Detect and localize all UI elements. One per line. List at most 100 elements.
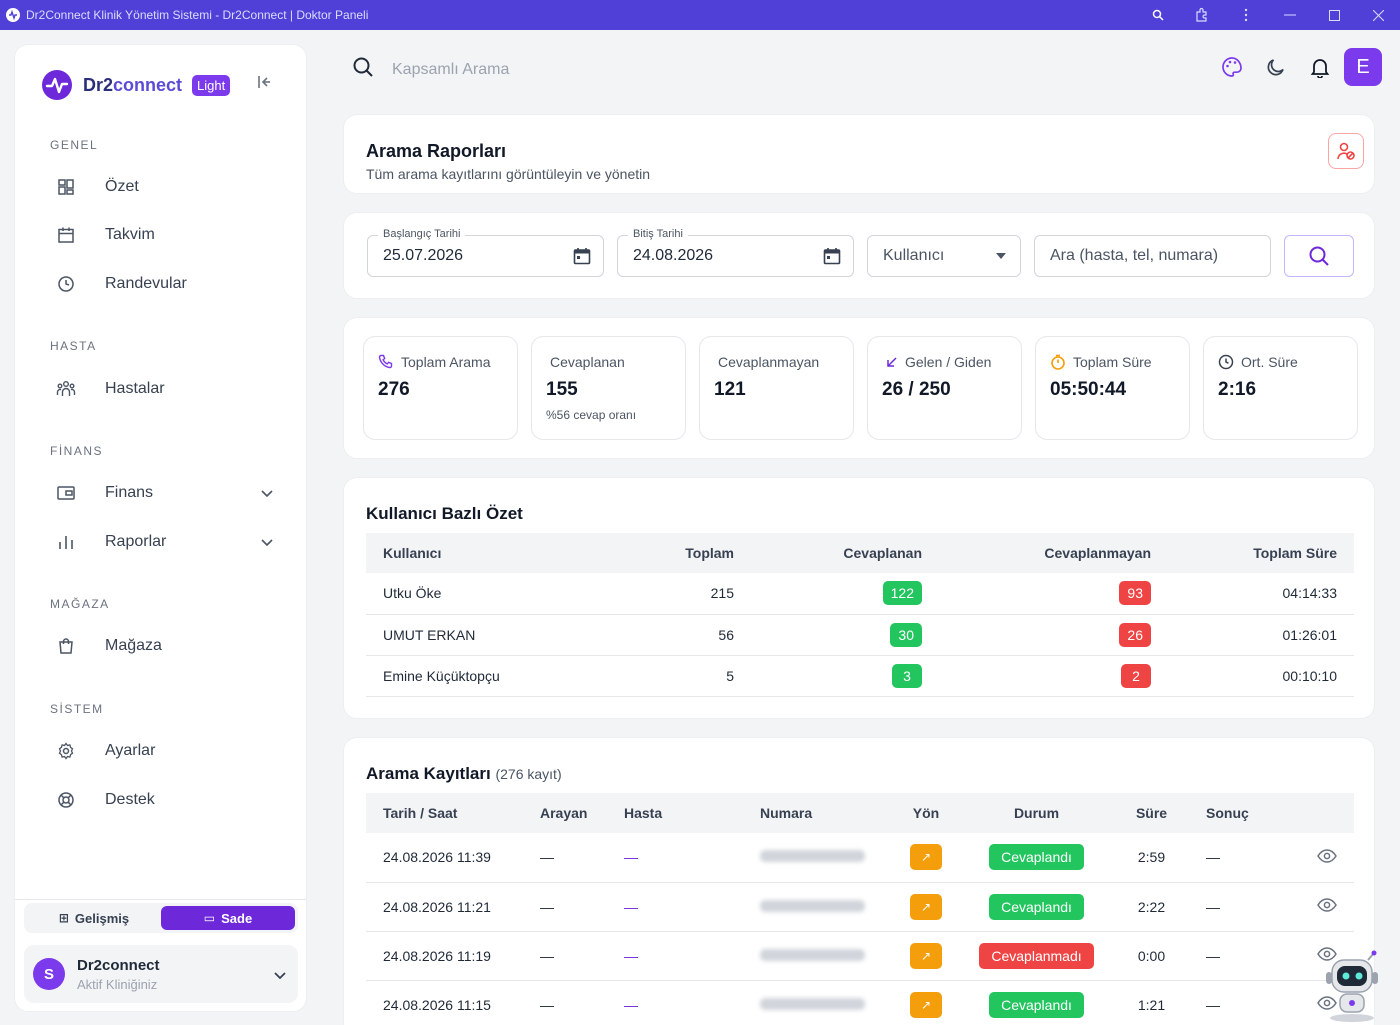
- sidebar-item-ayarlar[interactable]: Ayarlar: [45, 733, 285, 769]
- call-datetime: 24.08.2026 11:19: [366, 931, 523, 981]
- outgoing-call-icon: ↗: [910, 844, 942, 871]
- column-header[interactable]: Cevaplanan: [751, 533, 939, 573]
- divider: [15, 899, 306, 900]
- extensions-icon[interactable]: [1180, 0, 1224, 30]
- column-header-actions: [1265, 793, 1354, 833]
- outgoing-call-icon: ↗: [910, 893, 942, 920]
- moon-icon[interactable]: [1254, 48, 1298, 86]
- end-date-value: 24.08.2026: [633, 247, 714, 264]
- brand-badge: Light: [192, 74, 231, 96]
- eye-icon[interactable]: [1317, 848, 1337, 866]
- masked-phone-number: [760, 997, 865, 1010]
- records-search-input[interactable]: Ara (hasta, tel, numara): [1034, 235, 1271, 277]
- sidebar-item-hastalar[interactable]: Hastalar: [45, 371, 285, 407]
- patient-link[interactable]: —: [607, 980, 743, 1025]
- grid-icon: [55, 176, 77, 198]
- maximize-icon[interactable]: [1312, 0, 1356, 30]
- patient-link[interactable]: —: [607, 882, 743, 932]
- sidebar-item-randevular[interactable]: Randevular: [45, 266, 285, 302]
- stat-value: 276: [378, 379, 410, 400]
- stat-value: 05:50:44: [1050, 379, 1127, 400]
- assistant-robot-button[interactable]: [1318, 950, 1384, 1022]
- caller: —: [523, 931, 607, 981]
- answered-badge: 30: [890, 622, 922, 647]
- section-title-finans: FİNANS: [50, 444, 104, 458]
- records-search-placeholder: Ara (hasta, tel, numara): [1050, 247, 1219, 264]
- mode-toggle: ⊞ Gelişmiş ▭ Sade: [24, 903, 298, 933]
- section-title-sistem: SİSTEM: [50, 702, 104, 716]
- user-avatar[interactable]: E: [1344, 48, 1382, 86]
- arrow-down-left-icon: [886, 356, 898, 368]
- close-icon[interactable]: [1356, 0, 1400, 30]
- minimize-icon[interactable]: [1268, 0, 1312, 30]
- caller: —: [523, 882, 607, 932]
- column-header[interactable]: Numara: [743, 793, 893, 833]
- palette-icon[interactable]: [1210, 48, 1254, 86]
- sidebar-item-destek[interactable]: Destek: [45, 782, 285, 818]
- search-button[interactable]: [1284, 235, 1354, 277]
- chevron-down-icon[interactable]: [261, 485, 273, 503]
- bar-chart-icon: [55, 531, 77, 553]
- clinic-selector[interactable]: S Dr2connect Aktif Kliniğiniz: [24, 945, 298, 1003]
- stat-value: 121: [714, 379, 746, 400]
- column-header[interactable]: Yön: [893, 793, 959, 833]
- global-search[interactable]: Kapsamlı Arama: [352, 56, 509, 83]
- call-status-badge: Cevaplandı: [989, 844, 1084, 871]
- user-select[interactable]: Kullanıcı: [867, 235, 1021, 277]
- more-menu-icon[interactable]: [1224, 0, 1268, 30]
- chevron-down-icon[interactable]: [274, 967, 286, 985]
- chevron-down-icon[interactable]: [261, 534, 273, 552]
- eye-icon[interactable]: [1317, 996, 1337, 1013]
- clock-icon: [55, 273, 77, 295]
- column-header[interactable]: Tarih / Saat: [366, 793, 523, 833]
- column-header[interactable]: Kullanıcı: [366, 533, 596, 573]
- search-icon: [352, 56, 374, 83]
- calendar-icon[interactable]: [823, 247, 841, 270]
- end-date-field[interactable]: Bitiş Tarihi 24.08.2026: [617, 228, 854, 277]
- column-header[interactable]: Süre: [1114, 793, 1189, 833]
- sidebar-item-takvim[interactable]: Takvim: [45, 217, 285, 253]
- brand[interactable]: Dr2connect Light: [41, 69, 231, 101]
- patient-link[interactable]: —: [607, 833, 743, 883]
- eye-icon[interactable]: [1317, 947, 1337, 964]
- section-title-genel: GENEL: [50, 138, 99, 152]
- layout-icon: ⊞: [58, 911, 69, 925]
- column-header[interactable]: Durum: [959, 793, 1114, 833]
- column-header[interactable]: Cevaplanmayan: [939, 533, 1168, 573]
- filters-card: Başlangıç Tarihi 25.07.2026 Bitiş Tarihi…: [343, 212, 1375, 299]
- collapse-sidebar-icon[interactable]: [255, 73, 273, 96]
- section-title-hasta: HASTA: [50, 339, 97, 353]
- sidebar-item-finans[interactable]: Finans: [45, 475, 285, 511]
- call-result: —: [1189, 931, 1266, 981]
- clock-icon: [1218, 354, 1234, 370]
- sidebar-item-label: Destek: [105, 791, 155, 808]
- start-date-field[interactable]: Başlangıç Tarihi 25.07.2026: [367, 228, 604, 277]
- table-row: 24.08.2026 11:19— — ↗ Cevaplanmadı 0:00—: [366, 931, 1354, 981]
- sidebar-item-magaza[interactable]: Mağaza: [45, 628, 285, 664]
- sidebar-item-ozet[interactable]: Özet: [45, 169, 285, 205]
- eye-icon[interactable]: [1317, 898, 1337, 915]
- column-header[interactable]: Arayan: [523, 793, 607, 833]
- column-header[interactable]: Toplam: [596, 533, 751, 573]
- user-summary-table: Kullanıcı Toplam Cevaplanan Cevaplanmaya…: [366, 533, 1354, 697]
- call-records-table: Tarih / Saat Arayan Hasta Numara Yön Dur…: [366, 793, 1354, 1025]
- column-header[interactable]: Sonuç: [1189, 793, 1266, 833]
- stat-answered: Cevaplanan 155 %56 cevap oranı: [531, 336, 686, 440]
- zoom-icon[interactable]: [1136, 0, 1180, 30]
- call-duration: 0:00: [1114, 931, 1189, 981]
- call-status-badge: Cevaplandı: [989, 893, 1084, 920]
- bell-icon[interactable]: [1298, 48, 1342, 86]
- dropdown-arrow-icon: [996, 253, 1006, 259]
- column-header[interactable]: Toplam Süre: [1168, 533, 1354, 573]
- sidebar-item-raporlar[interactable]: Raporlar: [45, 524, 285, 560]
- calendar-icon[interactable]: [573, 247, 591, 270]
- column-header[interactable]: Hasta: [607, 793, 743, 833]
- mode-simple-button[interactable]: ▭ Sade: [161, 906, 295, 930]
- users-icon: [55, 378, 77, 400]
- mode-advanced-button[interactable]: ⊞ Gelişmiş: [58, 910, 130, 926]
- page-title: Arama Raporları: [366, 141, 507, 161]
- sidebar: Dr2connect Light GENEL Özet Takvim Rande…: [14, 44, 307, 1012]
- start-date-value: 25.07.2026: [383, 247, 464, 264]
- user-report-button[interactable]: [1328, 133, 1364, 169]
- patient-link[interactable]: —: [607, 931, 743, 981]
